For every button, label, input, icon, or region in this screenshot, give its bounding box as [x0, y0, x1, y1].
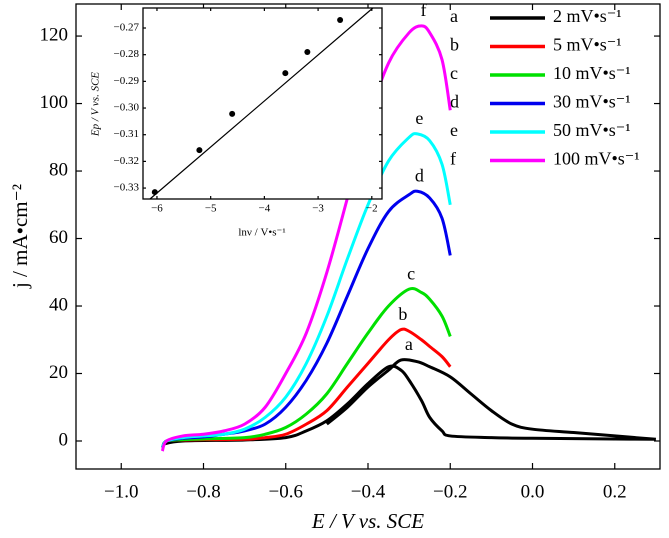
- legend-letter: c: [450, 63, 458, 83]
- y-tick-label: −0.30: [114, 102, 140, 114]
- curve-label: f: [420, 0, 426, 20]
- x-tick-label: −3: [312, 203, 324, 215]
- series-line: [160, 24, 452, 452]
- data-point: [196, 147, 203, 154]
- x-axis-label: E / V vs. SCE: [311, 509, 424, 533]
- x-tick-label: −6: [151, 203, 163, 215]
- legend-letter: e: [450, 120, 458, 140]
- series-line: [160, 132, 452, 449]
- x-tick-label: −0.8: [186, 481, 220, 502]
- inset-y-label: Ep / V vs. SCE: [90, 72, 102, 138]
- y-tick-label: −0.29: [114, 75, 140, 87]
- data-point: [282, 70, 289, 77]
- curve-label: b: [398, 304, 407, 324]
- data-point: [304, 49, 311, 56]
- data-point: [151, 189, 158, 196]
- data-point: [337, 17, 344, 24]
- x-tick-label: −0.4: [351, 481, 386, 502]
- x-tick-label: −1.0: [104, 481, 138, 502]
- y-tick-label: 40: [49, 294, 68, 315]
- y-tick-label: −0.31: [114, 128, 139, 140]
- curve-label: a: [405, 334, 413, 354]
- y-tick-label: −0.33: [114, 182, 140, 194]
- curve-label: e: [415, 108, 423, 128]
- x-tick-label: −0.6: [269, 481, 303, 502]
- x-tick-label: −5: [205, 203, 217, 215]
- series-line: [160, 286, 452, 449]
- legend-letter: b: [450, 35, 459, 55]
- x-tick-label: 0.2: [603, 481, 627, 502]
- y-tick-label: 80: [49, 159, 68, 180]
- y-tick-label: 60: [49, 227, 68, 248]
- x-tick-label: −0.2: [433, 481, 467, 502]
- y-tick-label: −0.27: [114, 22, 140, 34]
- legend-text: 100 mV•s⁻¹: [553, 149, 640, 169]
- x-tick-label: −2: [366, 203, 378, 215]
- legend-text: 50 mV•s⁻¹: [553, 120, 631, 140]
- y-tick-label: 0: [59, 429, 69, 450]
- series-line: [162, 358, 657, 446]
- y-tick-label: −0.28: [114, 48, 140, 60]
- y-tick-label: 120: [40, 24, 69, 45]
- data-point: [229, 110, 236, 117]
- curve-label: c: [407, 263, 415, 283]
- y-tick-label: 20: [49, 362, 68, 383]
- legend-letter: f: [450, 149, 456, 169]
- inset-background: [143, 8, 382, 199]
- y-axis-label: j / mA•cm⁻²: [8, 184, 32, 289]
- fit-line: [149, 7, 374, 200]
- legend-letter: d: [450, 92, 459, 112]
- x-tick-label: −4: [259, 203, 271, 215]
- curve-label: d: [415, 165, 424, 185]
- x-tick-label: 0.0: [521, 481, 545, 502]
- y-tick-label: 100: [40, 92, 69, 113]
- legend-text: 2 mV•s⁻¹: [553, 6, 622, 26]
- inset-x-label: lnν / V•s⁻¹: [238, 227, 285, 239]
- legend-text: 5 mV•s⁻¹: [553, 35, 622, 55]
- y-tick-label: −0.32: [114, 155, 139, 167]
- legend-text: 30 mV•s⁻¹: [553, 92, 631, 112]
- plot-frame: [142, 7, 383, 200]
- legend-text: 10 mV•s⁻¹: [553, 63, 631, 83]
- legend-letter: a: [450, 6, 458, 26]
